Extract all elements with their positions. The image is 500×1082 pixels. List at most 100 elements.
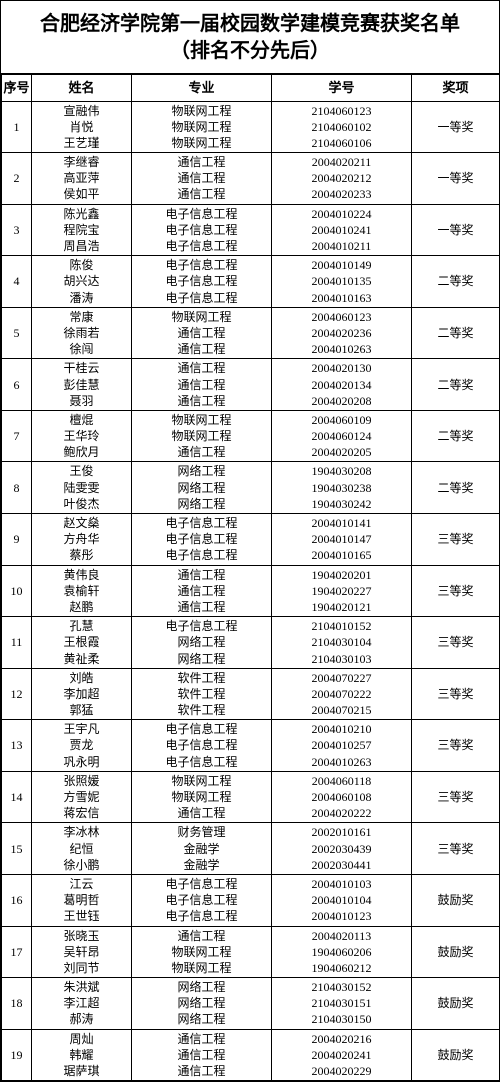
col-award: 奖项 xyxy=(412,75,500,102)
cell-award: 一等奖 xyxy=(412,101,500,153)
cell-major: 电子信息工程网络工程网络工程 xyxy=(132,617,272,669)
table-row: 10黄伟良袁榆轩赵鹏通信工程通信工程通信工程190402020119040202… xyxy=(2,565,500,617)
cell-idx: 10 xyxy=(2,565,32,617)
table-row: 16江云葛明哲王世钰电子信息工程电子信息工程电子信息工程200401010320… xyxy=(2,874,500,926)
cell-name: 李继睿高亚萍侯如平 xyxy=(32,153,132,205)
col-sid: 学号 xyxy=(272,75,412,102)
cell-sid: 200402011319040602061904060212 xyxy=(272,926,412,978)
cell-award: 鼓励奖 xyxy=(412,1029,500,1081)
cell-sid: 200402021620040202412004020229 xyxy=(272,1029,412,1081)
cell-idx: 13 xyxy=(2,720,32,772)
cell-name: 张照媛方雪妮蒋宏信 xyxy=(32,771,132,823)
cell-idx: 14 xyxy=(2,771,32,823)
cell-sid: 200401014920040101352004010163 xyxy=(272,256,412,308)
cell-sid: 190403020819040302381904030242 xyxy=(272,462,412,514)
cell-major: 网络工程网络工程网络工程 xyxy=(132,462,272,514)
cell-name: 李冰林纪恒徐小鹏 xyxy=(32,823,132,875)
page-title: 合肥经济学院第一届校园数学建模竞赛获奖名单 （排名不分先后） xyxy=(5,11,495,65)
cell-award: 一等奖 xyxy=(412,204,500,256)
table-row: 9赵文燊方舟华蔡彤电子信息工程电子信息工程电子信息工程2004010141200… xyxy=(2,514,500,566)
cell-major: 通信工程通信工程通信工程 xyxy=(132,1029,272,1081)
cell-idx: 3 xyxy=(2,204,32,256)
cell-sid: 190402020119040202271904020121 xyxy=(272,565,412,617)
table-row: 17张晓玉吴轩昂刘同节通信工程物联网工程物联网工程200402011319040… xyxy=(2,926,500,978)
cell-sid: 210401015221040301042104030103 xyxy=(272,617,412,669)
cell-name: 檀焜王华玲鲍欣月 xyxy=(32,410,132,462)
cell-idx: 4 xyxy=(2,256,32,308)
table-row: 5常康徐雨若徐闯物联网工程通信工程通信工程2004060123200402023… xyxy=(2,307,500,359)
cell-award: 二等奖 xyxy=(412,462,500,514)
table-row: 6干桂云彭佳慧聂羽通信工程通信工程通信工程2004020130200402013… xyxy=(2,359,500,411)
title-line-2: （排名不分先后） xyxy=(170,40,330,62)
cell-idx: 9 xyxy=(2,514,32,566)
cell-major: 物联网工程物联网工程通信工程 xyxy=(132,410,272,462)
table-row: 11孔慧王根霞黄祉柔电子信息工程网络工程网络工程2104010152210403… xyxy=(2,617,500,669)
cell-major: 电子信息工程电子信息工程电子信息工程 xyxy=(132,514,272,566)
table-body: 1宣融伟肖悦王艺瑾物联网工程物联网工程物联网工程2104060123210406… xyxy=(2,101,500,1081)
cell-award: 鼓励奖 xyxy=(412,926,500,978)
document-container: 合肥经济学院第一届校园数学建模竞赛获奖名单 （排名不分先后） 序号 姓名 专业 … xyxy=(0,0,500,1082)
cell-name: 孔慧王根霞黄祉柔 xyxy=(32,617,132,669)
cell-name: 王俊陆雯雯叶俊杰 xyxy=(32,462,132,514)
cell-name: 陈光鑫程院宝周昌浩 xyxy=(32,204,132,256)
cell-sid: 200407022720040702222004070215 xyxy=(272,668,412,720)
cell-sid: 200401010320040101042004010123 xyxy=(272,874,412,926)
cell-idx: 6 xyxy=(2,359,32,411)
cell-name: 王宇凡贾龙巩永明 xyxy=(32,720,132,772)
cell-idx: 11 xyxy=(2,617,32,669)
cell-idx: 2 xyxy=(2,153,32,205)
cell-idx: 19 xyxy=(2,1029,32,1081)
cell-name: 朱洪斌李江超郝涛 xyxy=(32,978,132,1030)
cell-idx: 1 xyxy=(2,101,32,153)
cell-major: 软件工程软件工程软件工程 xyxy=(132,668,272,720)
table-row: 2李继睿高亚萍侯如平通信工程通信工程通信工程200402021120040202… xyxy=(2,153,500,205)
cell-award: 鼓励奖 xyxy=(412,874,500,926)
results-table: 序号 姓名 专业 学号 奖项 1宣融伟肖悦王艺瑾物联网工程物联网工程物联网工程2… xyxy=(1,74,500,1081)
cell-name: 干桂云彭佳慧聂羽 xyxy=(32,359,132,411)
cell-sid: 200401014120040101472004010165 xyxy=(272,514,412,566)
title-box: 合肥经济学院第一届校园数学建模竞赛获奖名单 （排名不分先后） xyxy=(1,1,499,74)
cell-award: 三等奖 xyxy=(412,565,500,617)
cell-sid: 200406010920040601242004020205 xyxy=(272,410,412,462)
table-row: 8王俊陆雯雯叶俊杰网络工程网络工程网络工程1904030208190403023… xyxy=(2,462,500,514)
cell-sid: 200402013020040201342004020208 xyxy=(272,359,412,411)
table-row: 7檀焜王华玲鲍欣月物联网工程物联网工程通信工程20040601092004060… xyxy=(2,410,500,462)
cell-name: 陈俊胡兴达潘涛 xyxy=(32,256,132,308)
table-header-row: 序号 姓名 专业 学号 奖项 xyxy=(2,75,500,102)
table-row: 1宣融伟肖悦王艺瑾物联网工程物联网工程物联网工程2104060123210406… xyxy=(2,101,500,153)
cell-idx: 7 xyxy=(2,410,32,462)
table-row: 19周灿韩耀琚萨琪通信工程通信工程通信工程2004020216200402024… xyxy=(2,1029,500,1081)
cell-major: 通信工程物联网工程物联网工程 xyxy=(132,926,272,978)
cell-award: 三等奖 xyxy=(412,514,500,566)
table-row: 3陈光鑫程院宝周昌浩电子信息工程电子信息工程电子信息工程200401022420… xyxy=(2,204,500,256)
cell-sid: 210403015221040301512104030150 xyxy=(272,978,412,1030)
cell-award: 二等奖 xyxy=(412,307,500,359)
cell-name: 常康徐雨若徐闯 xyxy=(32,307,132,359)
title-line-1: 合肥经济学院第一届校园数学建模竞赛获奖名单 xyxy=(40,13,460,35)
col-major: 专业 xyxy=(132,75,272,102)
table-row: 14张照媛方雪妮蒋宏信物联网工程物联网工程通信工程200406011820040… xyxy=(2,771,500,823)
cell-idx: 15 xyxy=(2,823,32,875)
col-name: 姓名 xyxy=(32,75,132,102)
cell-award: 三等奖 xyxy=(412,617,500,669)
cell-major: 物联网工程物联网工程物联网工程 xyxy=(132,101,272,153)
cell-major: 通信工程通信工程通信工程 xyxy=(132,565,272,617)
cell-major: 电子信息工程电子信息工程电子信息工程 xyxy=(132,256,272,308)
table-row: 18朱洪斌李江超郝涛网络工程网络工程网络工程210403015221040301… xyxy=(2,978,500,1030)
cell-major: 网络工程网络工程网络工程 xyxy=(132,978,272,1030)
cell-sid: 200406011820040601082004020222 xyxy=(272,771,412,823)
cell-sid: 200406012320040202362004010263 xyxy=(272,307,412,359)
cell-idx: 8 xyxy=(2,462,32,514)
cell-major: 电子信息工程电子信息工程电子信息工程 xyxy=(132,720,272,772)
cell-sid: 210406012321040601022104060106 xyxy=(272,101,412,153)
cell-award: 二等奖 xyxy=(412,256,500,308)
cell-major: 通信工程通信工程通信工程 xyxy=(132,153,272,205)
cell-idx: 17 xyxy=(2,926,32,978)
cell-idx: 12 xyxy=(2,668,32,720)
cell-name: 刘皓李加超郭猛 xyxy=(32,668,132,720)
cell-award: 一等奖 xyxy=(412,153,500,205)
cell-sid: 200401022420040102412004010211 xyxy=(272,204,412,256)
cell-idx: 5 xyxy=(2,307,32,359)
cell-sid: 200401021020040102572004010263 xyxy=(272,720,412,772)
cell-award: 鼓励奖 xyxy=(412,978,500,1030)
